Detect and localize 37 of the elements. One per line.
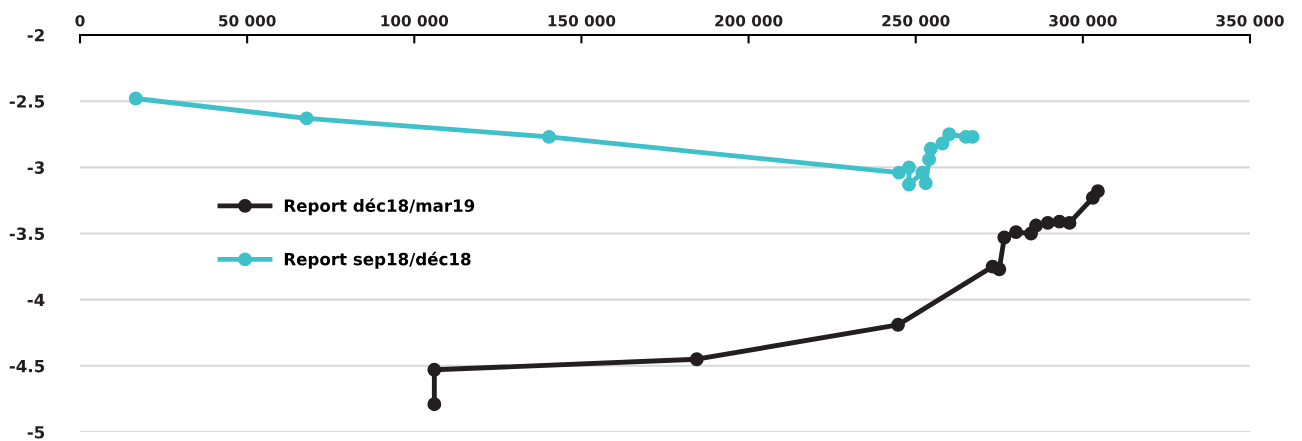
y-tick-label: -4 — [27, 293, 45, 306]
point — [902, 160, 916, 175]
point — [1029, 218, 1044, 233]
point — [992, 262, 1007, 277]
y-tick-label: -4.5 — [9, 360, 45, 373]
point — [1062, 215, 1077, 230]
point — [997, 230, 1012, 245]
y-tick-label: -3.5 — [9, 227, 45, 241]
point — [892, 165, 906, 180]
x-tick-label: 0 — [75, 14, 85, 27]
y-tick-label: -5 — [27, 426, 45, 439]
point — [923, 141, 938, 156]
x-tick-label: 50 000 — [219, 14, 276, 27]
x-tick-label: 150 000 — [548, 14, 616, 27]
point — [427, 397, 442, 412]
point — [918, 176, 933, 191]
point — [128, 91, 143, 106]
legend-label: Report sep18/déc18 — [284, 251, 471, 269]
point — [1040, 215, 1055, 230]
x-tick-label: 200 000 — [715, 14, 783, 27]
point — [689, 352, 704, 367]
y-tick-label: -3 — [27, 161, 44, 174]
x-tick-label: 300 000 — [1049, 14, 1117, 27]
x-tick-label: 250 000 — [882, 14, 950, 27]
x-tick-label: 100 000 — [381, 14, 449, 27]
legend-label: Report déc18/mar19 — [284, 198, 475, 216]
y-tick-label: -2.5 — [9, 95, 45, 108]
point — [902, 177, 916, 192]
point — [891, 317, 905, 332]
point — [1090, 184, 1105, 199]
point — [942, 127, 957, 142]
point — [299, 111, 314, 126]
point — [542, 129, 556, 144]
x-tick-label: 350 000 — [1216, 14, 1284, 27]
point — [1009, 225, 1023, 240]
y-tick-label: -2 — [27, 28, 44, 42]
point — [427, 362, 442, 377]
